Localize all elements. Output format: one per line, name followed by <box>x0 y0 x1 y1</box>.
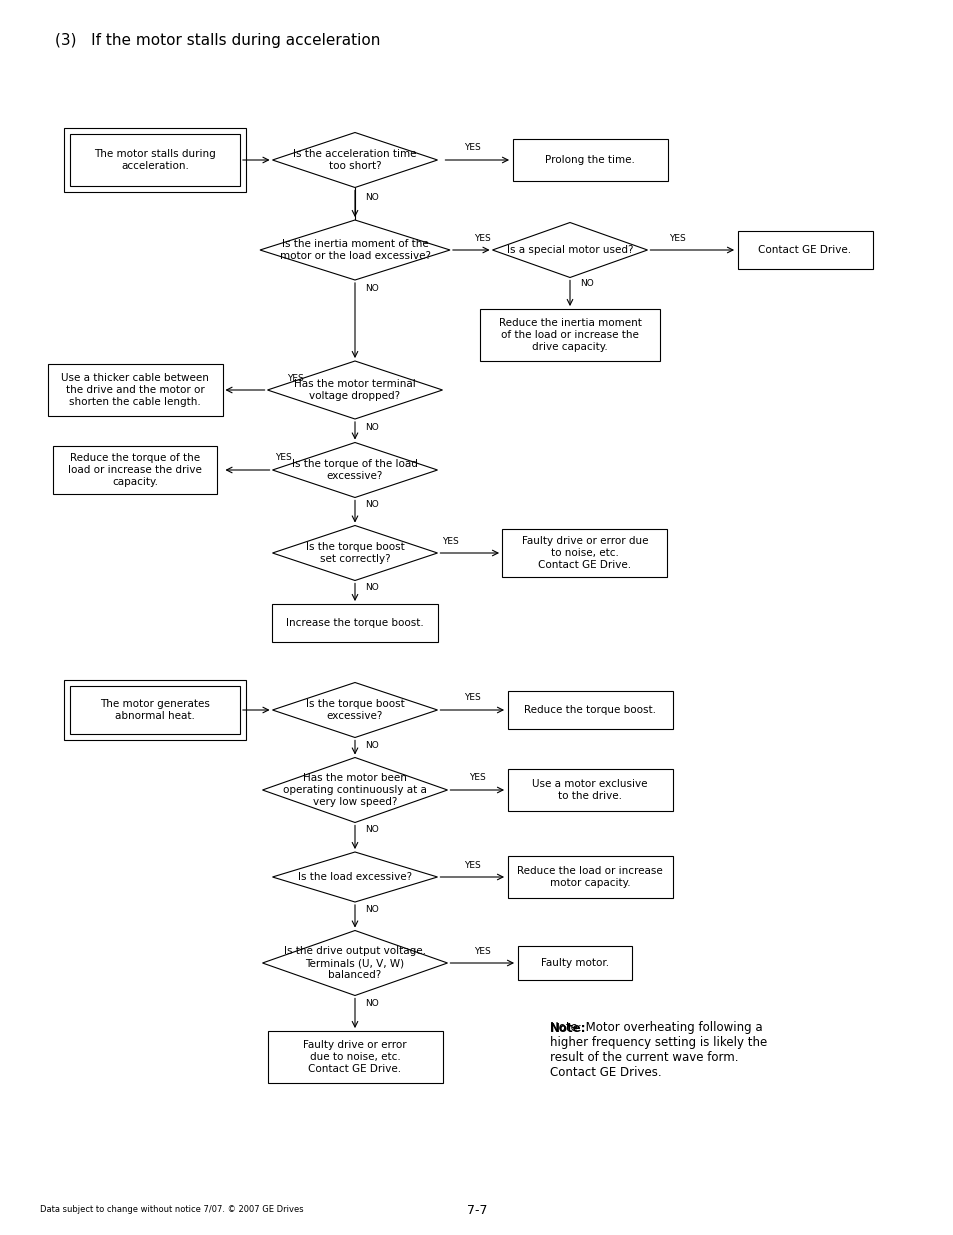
Text: Is the acceleration time
too short?: Is the acceleration time too short? <box>293 149 416 170</box>
Text: Note:: Note: <box>550 1021 586 1035</box>
Text: YES: YES <box>473 946 490 956</box>
Text: NO: NO <box>365 904 378 914</box>
Text: Reduce the torque boost.: Reduce the torque boost. <box>523 705 656 715</box>
Text: NO: NO <box>365 500 378 510</box>
Polygon shape <box>262 930 447 995</box>
Text: Is the load excessive?: Is the load excessive? <box>297 872 412 882</box>
Text: YES: YES <box>463 694 480 703</box>
Polygon shape <box>260 220 450 280</box>
Text: YES: YES <box>441 536 457 546</box>
Text: 7-7: 7-7 <box>466 1203 487 1216</box>
FancyBboxPatch shape <box>479 309 659 361</box>
Text: Reduce the inertia moment
of the load or increase the
drive capacity.: Reduce the inertia moment of the load or… <box>498 319 640 352</box>
FancyBboxPatch shape <box>273 604 437 642</box>
Text: YES: YES <box>463 861 480 869</box>
FancyBboxPatch shape <box>517 946 632 981</box>
Text: NO: NO <box>365 284 378 293</box>
Text: Contact GE Drive.: Contact GE Drive. <box>758 245 851 254</box>
Text: Reduce the torque of the
load or increase the drive
capacity.: Reduce the torque of the load or increas… <box>68 453 202 487</box>
FancyBboxPatch shape <box>52 446 217 494</box>
Text: Faulty motor.: Faulty motor. <box>540 958 608 968</box>
Text: Faulty drive or error due
to noise, etc.
Contact GE Drive.: Faulty drive or error due to noise, etc.… <box>521 536 648 569</box>
Text: Reduce the load or increase
motor capacity.: Reduce the load or increase motor capaci… <box>517 866 662 888</box>
Text: NO: NO <box>365 583 378 593</box>
Text: Is the inertia moment of the
motor or the load excessive?: Is the inertia moment of the motor or th… <box>279 240 430 261</box>
Text: Prolong the time.: Prolong the time. <box>544 156 635 165</box>
Text: Is the torque of the load
excessive?: Is the torque of the load excessive? <box>292 459 417 480</box>
Polygon shape <box>273 852 437 902</box>
Text: YES: YES <box>286 373 303 383</box>
Text: Is a special motor used?: Is a special motor used? <box>506 245 633 254</box>
Text: NO: NO <box>365 999 378 1008</box>
FancyBboxPatch shape <box>507 692 672 729</box>
Polygon shape <box>273 132 437 188</box>
Text: Faulty drive or error
due to noise, etc.
Contact GE Drive.: Faulty drive or error due to noise, etc.… <box>303 1040 406 1073</box>
Text: Data subject to change without notice 7/07. © 2007 GE Drives: Data subject to change without notice 7/… <box>40 1205 303 1214</box>
Text: The motor generates
abnormal heat.: The motor generates abnormal heat. <box>100 699 210 721</box>
Text: YES: YES <box>468 773 485 783</box>
FancyBboxPatch shape <box>507 856 672 898</box>
Polygon shape <box>262 757 447 823</box>
FancyBboxPatch shape <box>737 231 872 269</box>
Text: Has the motor been
operating continuously at a
very low speed?: Has the motor been operating continuousl… <box>283 773 427 806</box>
Text: NO: NO <box>365 422 378 431</box>
Text: NO: NO <box>579 279 593 289</box>
Polygon shape <box>267 361 442 419</box>
Polygon shape <box>273 683 437 737</box>
Text: YES: YES <box>274 453 291 462</box>
Text: NO: NO <box>365 825 378 835</box>
Text: YES: YES <box>463 143 480 152</box>
Text: YES: YES <box>473 233 490 242</box>
Text: Is the torque boost
excessive?: Is the torque boost excessive? <box>305 699 404 721</box>
Text: The motor stalls during
acceleration.: The motor stalls during acceleration. <box>94 149 215 170</box>
Text: (3)   If the motor stalls during acceleration: (3) If the motor stalls during accelerat… <box>55 32 380 47</box>
Text: Use a thicker cable between
the drive and the motor or
shorten the cable length.: Use a thicker cable between the drive an… <box>61 373 209 406</box>
Text: YES: YES <box>668 233 684 242</box>
FancyBboxPatch shape <box>267 1031 442 1083</box>
Polygon shape <box>492 222 647 278</box>
Text: Has the motor terminal
voltage dropped?: Has the motor terminal voltage dropped? <box>294 379 416 401</box>
FancyBboxPatch shape <box>507 769 672 811</box>
Text: Use a motor exclusive
to the drive.: Use a motor exclusive to the drive. <box>532 779 647 800</box>
Text: NO: NO <box>365 194 378 203</box>
Text: Note: Motor overheating following a
higher frequency setting is likely the
resul: Note: Motor overheating following a high… <box>550 1021 766 1079</box>
FancyBboxPatch shape <box>70 685 240 734</box>
Polygon shape <box>273 526 437 580</box>
Text: NO: NO <box>365 741 378 750</box>
Text: Is the drive output voltage.
Terminals (U, V, W)
balanced?: Is the drive output voltage. Terminals (… <box>284 946 426 979</box>
FancyBboxPatch shape <box>502 529 667 577</box>
Text: Increase the torque boost.: Increase the torque boost. <box>286 618 423 629</box>
Text: Is the torque boost
set correctly?: Is the torque boost set correctly? <box>305 542 404 564</box>
FancyBboxPatch shape <box>70 135 240 186</box>
FancyBboxPatch shape <box>48 364 222 416</box>
FancyBboxPatch shape <box>512 140 667 182</box>
Polygon shape <box>273 442 437 498</box>
